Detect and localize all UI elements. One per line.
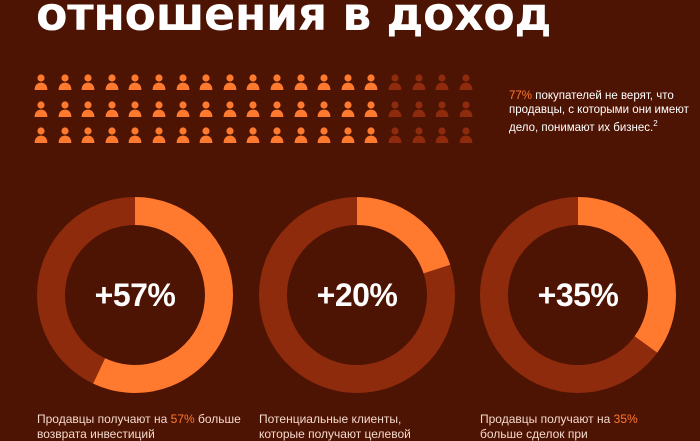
person-icon	[34, 127, 48, 143]
person-icon	[294, 74, 308, 90]
person-icon	[152, 74, 166, 90]
person-icon	[199, 101, 213, 117]
person-icon	[412, 74, 426, 90]
person-icon	[105, 101, 119, 117]
person-icon	[412, 101, 426, 117]
person-icon	[128, 101, 142, 117]
donut-value-3: +35%	[537, 277, 619, 313]
caption-1-after: больше возврата инвестиций	[37, 412, 241, 441]
caption-3-before: Продавцы получают на	[480, 412, 614, 426]
donut-ring-3	[480, 197, 676, 393]
person-icon	[246, 74, 260, 90]
person-icon	[270, 127, 284, 143]
person-icon	[81, 127, 95, 143]
person-icon	[388, 127, 402, 143]
donut-chart-3: +35%	[480, 197, 676, 393]
person-icon	[246, 101, 260, 117]
donut-ring-2	[259, 197, 455, 393]
caption-2-before: Потенциальные клиенты, которые получают …	[259, 412, 411, 441]
person-icon	[459, 74, 473, 90]
donut-value-1: +57%	[94, 277, 176, 313]
person-icon	[223, 74, 237, 90]
person-icon	[128, 74, 142, 90]
caption-1-percent: 57%	[170, 412, 195, 426]
person-icon	[341, 74, 355, 90]
person-icon	[152, 127, 166, 143]
donut-arc-3	[480, 197, 676, 393]
stat-note: 77% покупателей не верят, что продавцы, …	[509, 89, 694, 135]
person-icon	[388, 74, 402, 90]
person-icon	[246, 127, 260, 143]
person-icon	[435, 74, 449, 90]
person-icon	[81, 74, 95, 90]
person-icon	[435, 127, 449, 143]
person-icon	[34, 101, 48, 117]
person-icon	[317, 74, 331, 90]
person-icon	[176, 74, 190, 90]
donut-ring-1	[37, 197, 233, 393]
donut-chart-1: +57%	[37, 197, 233, 393]
page-title: отношения в доход	[36, 0, 552, 41]
stat-footnote: 2	[653, 119, 658, 128]
donut-arc-2	[259, 197, 455, 393]
person-icon	[412, 127, 426, 143]
person-icon	[105, 74, 119, 90]
person-icon	[459, 101, 473, 117]
person-icon	[176, 101, 190, 117]
person-icon	[270, 101, 284, 117]
person-icon	[435, 101, 449, 117]
person-icon	[294, 101, 308, 117]
donut-chart-2: +20%	[259, 197, 455, 393]
caption-3-percent: 35%	[613, 412, 638, 426]
caption-2: Потенциальные клиенты, которые получают …	[259, 412, 429, 441]
caption-3-after: больше сделок при	[480, 426, 588, 441]
person-icon	[223, 127, 237, 143]
person-icon	[317, 101, 331, 117]
person-icon	[199, 74, 213, 90]
person-icon	[81, 101, 95, 117]
person-icon	[223, 101, 237, 117]
caption-1: Продавцы получают на 57% больше возврата…	[37, 412, 252, 441]
person-icon	[270, 74, 284, 90]
person-icon	[105, 127, 119, 143]
person-icon	[58, 101, 72, 117]
person-icon	[341, 127, 355, 143]
people-grid	[34, 74, 474, 150]
person-icon	[341, 101, 355, 117]
person-icon	[128, 127, 142, 143]
donut-value-2: +20%	[316, 277, 398, 313]
person-icon	[176, 127, 190, 143]
caption-1-before: Продавцы получают на	[37, 412, 171, 426]
stat-percent: 77%	[509, 90, 533, 102]
donut-arc-1	[37, 197, 233, 393]
person-icon	[58, 127, 72, 143]
person-icon	[152, 101, 166, 117]
person-icon	[317, 127, 331, 143]
person-icon	[199, 127, 213, 143]
person-icon	[294, 127, 308, 143]
person-icon	[388, 101, 402, 117]
person-icon	[459, 127, 473, 143]
caption-3: Продавцы получают на 35% больше сделок п…	[480, 412, 680, 441]
person-icon	[364, 127, 378, 143]
person-icon	[58, 74, 72, 90]
person-icon	[364, 101, 378, 117]
person-icon	[34, 74, 48, 90]
stat-text: покупателей не верят, что продавцы, с ко…	[509, 90, 689, 134]
person-icon	[364, 74, 378, 90]
